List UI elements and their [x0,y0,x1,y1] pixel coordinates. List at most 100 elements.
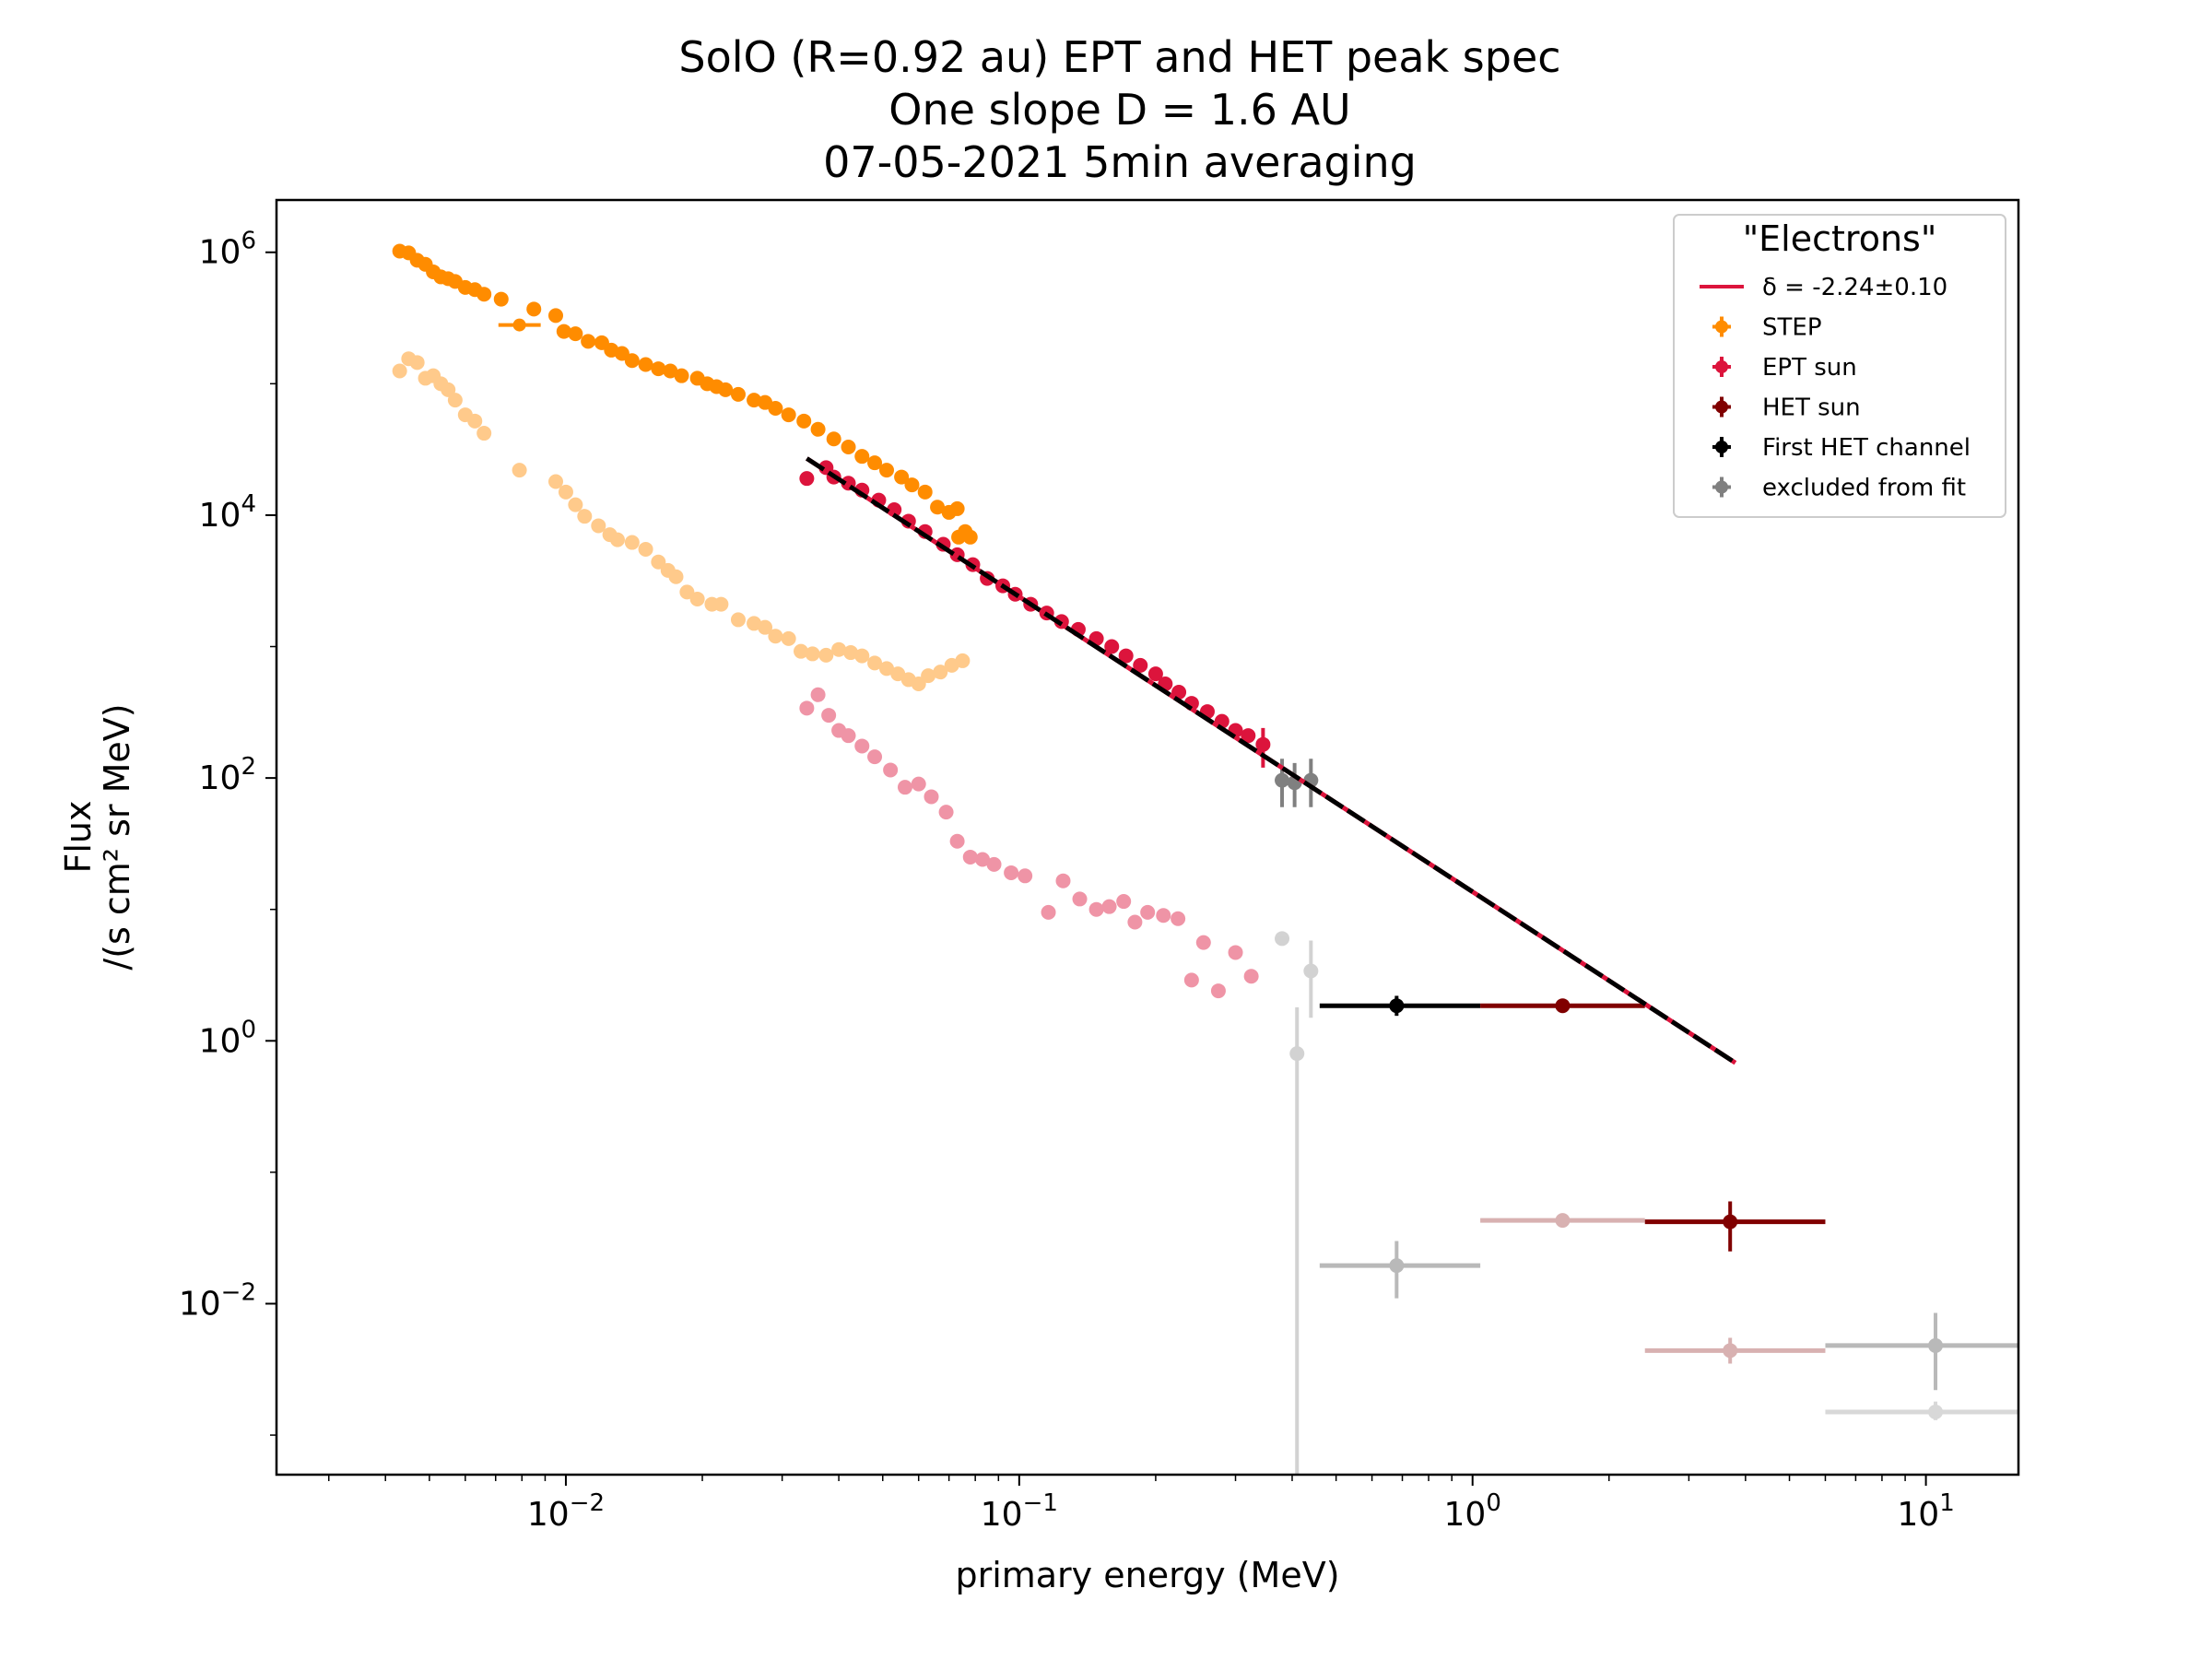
data-point [638,541,653,557]
data-point [1127,914,1143,930]
data-point [933,665,948,680]
x-axis: 10−2 10−1 100 101 [328,1475,1955,1534]
data-point [730,612,746,628]
data-point [512,463,527,478]
data-point [467,413,483,429]
data-point [758,619,773,635]
data-point [883,762,899,778]
data-point [867,655,883,671]
fit-line-overlay [806,456,1737,1065]
y-axis-label-line-1: Flux [58,801,99,874]
series-step [392,243,978,545]
series-het-sun-background [1480,1213,1826,1364]
data-point [556,324,571,339]
data-point [1118,648,1134,664]
data-point [890,666,906,682]
data-point [951,529,967,545]
x-tick-label: 101 [1897,1489,1954,1534]
legend-marker [1715,400,1728,414]
data-point [768,629,783,644]
series-het-background [1319,1241,2018,1391]
data-point [577,509,593,524]
data-point [1241,728,1256,744]
data-point [831,723,847,738]
series-ept-background [799,687,1259,999]
series-het-sun [1480,998,1826,1252]
data-point [1389,1258,1405,1274]
chart-title: SolO (R=0.92 au) EPT and HET peak spec O… [678,32,1560,187]
legend-entry: EPT sun [1712,354,1857,382]
data-point [894,469,910,485]
data-point [867,749,883,765]
data-point [1156,908,1171,924]
data-point [878,661,894,677]
data-point [547,308,563,324]
data-point [1275,931,1290,947]
data-point [689,591,705,606]
y-axis: 106 104 102 100 10−2 [179,228,276,1436]
data-point [409,355,425,371]
data-point [447,393,463,408]
data-point [1004,865,1019,880]
data-point [831,641,847,657]
data-point [568,326,583,342]
data-point [1928,1337,1944,1353]
data-point [1243,969,1259,984]
data-point [674,368,689,383]
data-point [512,318,526,332]
data-point [624,353,640,369]
data-point [610,532,626,547]
legend-marker [1715,441,1728,453]
data-point [747,393,762,408]
y-tick-label: 100 [199,1016,256,1060]
legend-box [1673,214,2006,518]
title-line-2: One slope D = 1.6 AU [888,85,1350,135]
series-first-het-channel [1319,995,1481,1017]
series-ept-sun [799,460,1271,768]
data-point [805,646,820,662]
legend-label: First HET channel [1762,434,1971,462]
series-step-background [392,351,971,692]
legend-marker [1715,480,1728,494]
legend-entry: δ = -2.24±0.10 [1700,274,1947,301]
data-point [651,554,666,570]
data-point [1041,904,1056,920]
series-excluded-background [1275,931,1319,1475]
y-tick-label: 106 [199,228,256,272]
data-point [944,657,959,673]
y-tick-label: 102 [199,753,256,797]
data-point [781,630,796,646]
x-axis-label: primary energy (MeV) [955,1555,1339,1595]
legend-marker [1715,320,1728,334]
data-point [949,833,965,849]
series-excluded-het-background [1825,1401,2018,1420]
data-point [986,856,1002,872]
data-point [1195,935,1211,950]
data-point [581,334,596,349]
data-point [526,301,542,317]
data-point [867,455,883,471]
legend-entry: excluded from fit [1712,475,1966,502]
fit-line-layer [806,456,1737,1065]
data-point [663,363,678,379]
data-point [1183,972,1199,988]
data-point [1555,998,1571,1014]
data-point [392,363,407,379]
data-point [843,645,859,661]
data-point [477,287,492,302]
data-point [651,361,666,377]
data-point [854,648,870,664]
data-point [911,677,926,692]
data-point [418,371,433,386]
data-point [794,643,809,659]
data-point [1555,1213,1571,1229]
data-point [917,484,933,500]
legend-entry: HET sun [1712,394,1861,422]
data-point [1101,899,1117,914]
legend-label: excluded from fit [1762,475,1966,502]
data-point [955,653,971,668]
data-point [1289,1046,1305,1062]
data-point [768,401,783,417]
data-point [854,449,870,465]
